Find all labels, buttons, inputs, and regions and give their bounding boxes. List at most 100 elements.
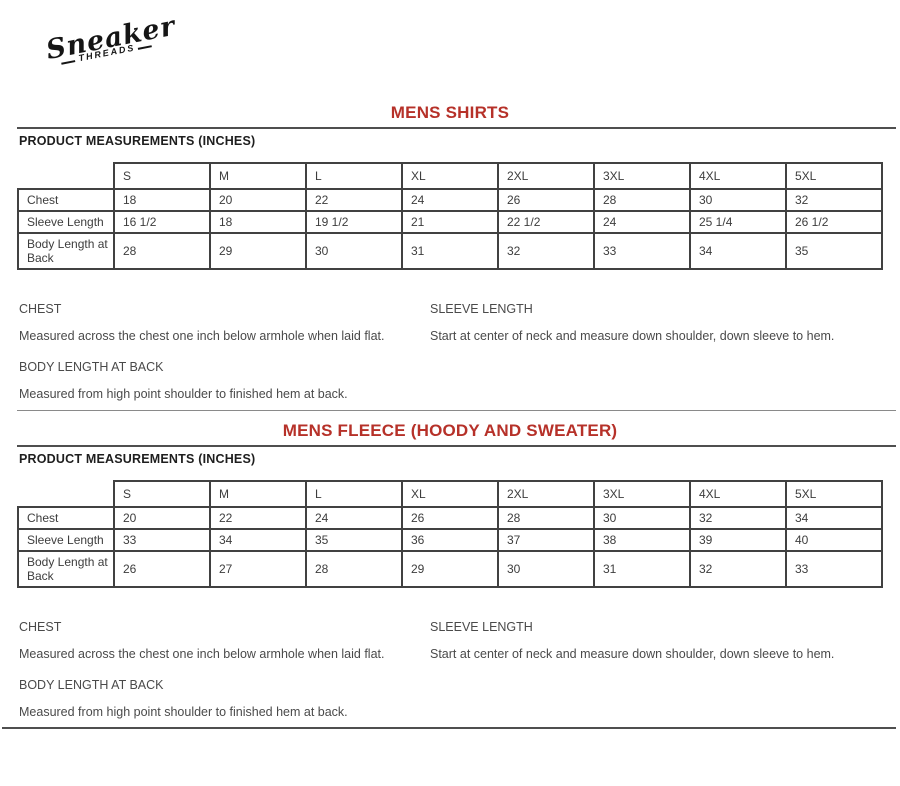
definition-term-sleeve-length: SLEEVE LENGTH bbox=[430, 620, 533, 634]
definitions-mens-shirts: CHEST Measured across the chest one inch… bbox=[19, 302, 900, 406]
definition-desc-chest: Measured across the chest one inch below… bbox=[19, 329, 385, 343]
measurement-cell: 40 bbox=[785, 528, 883, 552]
definitions-left-column: CHEST Measured across the chest one inch… bbox=[19, 302, 430, 406]
table-row-body-length: Body Length at Back 28 29 30 31 32 33 34… bbox=[17, 232, 883, 270]
measurement-cell: 22 bbox=[209, 506, 307, 530]
measurements-heading: PRODUCT MEASUREMENTS (INCHES) bbox=[19, 452, 256, 466]
measurement-cell: 30 bbox=[305, 232, 403, 270]
measurement-cell: 24 bbox=[593, 210, 691, 234]
row-label: Body Length at Back bbox=[17, 232, 115, 270]
size-header-cell: S bbox=[113, 162, 211, 190]
measurements-table-shirts: S M L XL 2XL 3XL 4XL 5XL Chest 18 20 22 … bbox=[17, 162, 883, 270]
measurement-cell: 22 bbox=[305, 188, 403, 212]
definitions-left-column: CHEST Measured across the chest one inch… bbox=[19, 620, 430, 724]
measurement-cell: 26 bbox=[113, 550, 211, 588]
measurement-cell: 32 bbox=[689, 506, 787, 530]
measurement-cell: 35 bbox=[785, 232, 883, 270]
measurement-cell: 39 bbox=[689, 528, 787, 552]
measurement-cell: 33 bbox=[113, 528, 211, 552]
measurement-cell: 18 bbox=[113, 188, 211, 212]
measurement-cell: 29 bbox=[401, 550, 499, 588]
measurement-cell: 24 bbox=[401, 188, 499, 212]
measurement-cell: 26 1/2 bbox=[785, 210, 883, 234]
row-label: Sleeve Length bbox=[17, 210, 115, 234]
definition-term-chest: CHEST bbox=[19, 302, 62, 316]
size-header-cell: XL bbox=[401, 162, 499, 190]
size-header-cell: 5XL bbox=[785, 162, 883, 190]
measurement-cell: 31 bbox=[593, 550, 691, 588]
row-label: Body Length at Back bbox=[17, 550, 115, 588]
measurement-cell: 33 bbox=[593, 232, 691, 270]
definition-term-body-length: BODY LENGTH AT BACK bbox=[19, 678, 164, 692]
measurement-cell: 34 bbox=[689, 232, 787, 270]
definition-desc-sleeve-length: Start at center of neck and measure down… bbox=[430, 647, 835, 661]
measurement-cell: 29 bbox=[209, 232, 307, 270]
measurement-cell: 34 bbox=[209, 528, 307, 552]
measurement-cell: 18 bbox=[209, 210, 307, 234]
row-label: Chest bbox=[17, 506, 115, 530]
section-mens-shirts: MENS SHIRTS PRODUCT MEASUREMENTS (INCHES… bbox=[0, 103, 900, 406]
measurements-heading: PRODUCT MEASUREMENTS (INCHES) bbox=[19, 134, 256, 148]
section-title-mens-shirts: MENS SHIRTS bbox=[390, 103, 510, 122]
size-header-cell: 2XL bbox=[497, 162, 595, 190]
measurement-cell: 20 bbox=[113, 506, 211, 530]
measurement-cell: 34 bbox=[785, 506, 883, 530]
measurement-cell: 36 bbox=[401, 528, 499, 552]
measurement-cell: 31 bbox=[401, 232, 499, 270]
section-mens-fleece: MENS FLEECE (HOODY AND SWEATER) PRODUCT … bbox=[0, 410, 900, 729]
measurement-cell: 24 bbox=[305, 506, 403, 530]
measurement-cell: 28 bbox=[497, 506, 595, 530]
measurement-cell: 28 bbox=[305, 550, 403, 588]
size-header-cell: S bbox=[113, 480, 211, 508]
divider bbox=[17, 445, 896, 447]
measurement-cell: 28 bbox=[113, 232, 211, 270]
measurement-cell: 28 bbox=[593, 188, 691, 212]
brand-logo-script-text: Sneaker bbox=[43, 10, 179, 67]
measurements-table-fleece: S M L XL 2XL 3XL 4XL 5XL Chest 20 22 24 … bbox=[17, 480, 883, 588]
row-label: Chest bbox=[17, 188, 115, 212]
measurement-cell: 38 bbox=[593, 528, 691, 552]
definition-term-sleeve-length: SLEEVE LENGTH bbox=[430, 302, 533, 316]
size-header-cell: M bbox=[209, 162, 307, 190]
definition-desc-body-length: Measured from high point shoulder to fin… bbox=[19, 387, 348, 401]
measurement-cell: 32 bbox=[785, 188, 883, 212]
size-header-cell: 5XL bbox=[785, 480, 883, 508]
corner-cell bbox=[18, 163, 114, 189]
measurement-cell: 32 bbox=[497, 232, 595, 270]
measurement-cell: 20 bbox=[209, 188, 307, 212]
table-row-chest: Chest 18 20 22 24 26 28 30 32 bbox=[17, 188, 883, 212]
measurement-cell: 33 bbox=[785, 550, 883, 588]
divider bbox=[2, 727, 896, 729]
measurement-cell: 26 bbox=[401, 506, 499, 530]
divider bbox=[17, 127, 896, 129]
definitions-mens-fleece: CHEST Measured across the chest one inch… bbox=[19, 620, 900, 724]
measurement-cell: 21 bbox=[401, 210, 499, 234]
measurement-cell: 19 1/2 bbox=[305, 210, 403, 234]
size-header-cell: L bbox=[305, 480, 403, 508]
definitions-right-column: SLEEVE LENGTH Start at center of neck an… bbox=[430, 620, 870, 724]
definition-term-body-length: BODY LENGTH AT BACK bbox=[19, 360, 164, 374]
size-header-row: S M L XL 2XL 3XL 4XL 5XL bbox=[18, 162, 883, 190]
measurement-cell: 35 bbox=[305, 528, 403, 552]
table-row-chest: Chest 20 22 24 26 28 30 32 34 bbox=[17, 506, 883, 530]
measurement-cell: 30 bbox=[593, 506, 691, 530]
definition-term-chest: CHEST bbox=[19, 620, 62, 634]
measurement-cell: 22 1/2 bbox=[497, 210, 595, 234]
definition-desc-chest: Measured across the chest one inch below… bbox=[19, 647, 385, 661]
table-row-sleeve-length: Sleeve Length 16 1/2 18 19 1/2 21 22 1/2… bbox=[17, 210, 883, 234]
corner-cell bbox=[18, 481, 114, 507]
measurement-cell: 25 1/4 bbox=[689, 210, 787, 234]
measurement-cell: 16 1/2 bbox=[113, 210, 211, 234]
measurement-cell: 37 bbox=[497, 528, 595, 552]
table-row-body-length: Body Length at Back 26 27 28 29 30 31 32… bbox=[17, 550, 883, 588]
measurement-cell: 26 bbox=[497, 188, 595, 212]
definition-desc-body-length: Measured from high point shoulder to fin… bbox=[19, 705, 348, 719]
section-title-mens-fleece: MENS FLEECE (HOODY AND SWEATER) bbox=[282, 421, 618, 440]
row-label: Sleeve Length bbox=[17, 528, 115, 552]
measurement-cell: 30 bbox=[689, 188, 787, 212]
size-header-cell: 4XL bbox=[689, 162, 787, 190]
measurement-cell: 30 bbox=[497, 550, 595, 588]
size-header-cell: XL bbox=[401, 480, 499, 508]
size-header-cell: 3XL bbox=[593, 162, 691, 190]
definition-desc-sleeve-length: Start at center of neck and measure down… bbox=[430, 329, 835, 343]
